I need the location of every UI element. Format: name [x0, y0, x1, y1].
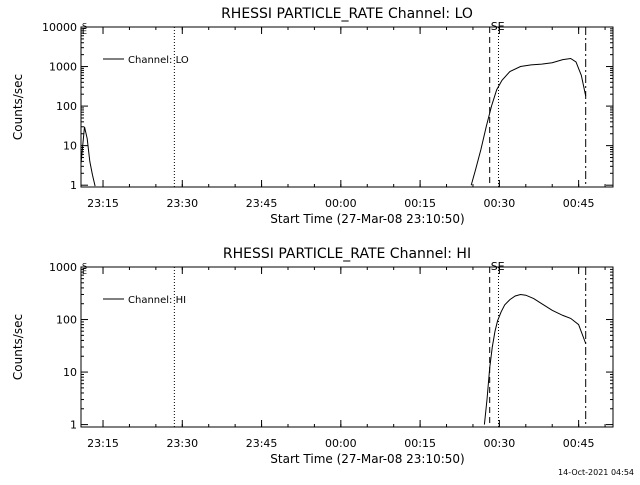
legend-label: Channel: LO: [128, 55, 189, 66]
x-tick-label: 00:30: [484, 197, 516, 210]
series-line-0: [81, 57, 587, 187]
x-tick-label: 23:45: [246, 197, 278, 210]
x-tick-label: 00:00: [325, 197, 357, 210]
plot-frame: [80, 266, 614, 428]
x-tick-label: 00:30: [484, 437, 516, 450]
chart-title: RHESSI PARTICLE_RATE Channel: HI: [223, 246, 471, 262]
x-tick-label: 00:00: [325, 437, 357, 450]
y-axis-label: Counts/sec: [11, 74, 25, 140]
x-tick-label: 23:15: [87, 437, 119, 450]
x-tick-label: 23:15: [87, 197, 119, 210]
annotation-label: E: [82, 267, 87, 276]
chart-title: RHESSI PARTICLE_RATE Channel: LO: [221, 6, 473, 22]
y-axis-label: Counts/sec: [11, 314, 25, 380]
footer-timestamp: 14-Oct-2021 04:54: [558, 468, 634, 477]
y-tick-label: 100: [56, 314, 77, 327]
y-tick-label: 10: [63, 140, 77, 153]
y-tick-label: 100: [56, 100, 77, 113]
x-tick-label: 23:30: [166, 437, 198, 450]
x-tick-label: 00:45: [563, 437, 595, 450]
y-tick-label: 1000: [49, 61, 77, 74]
y-tick-label: 1000: [49, 261, 77, 274]
x-axis-label: Start Time (27-Mar-08 23:10:50): [270, 212, 464, 226]
legend-label: Channel: HI: [128, 295, 186, 306]
x-tick-label: 00:45: [563, 197, 595, 210]
x-tick-label: 23:30: [166, 197, 198, 210]
x-tick-label: 00:15: [404, 437, 436, 450]
annotation-label: SE: [491, 260, 505, 273]
series-line-1: [483, 293, 587, 425]
x-tick-label: 23:45: [246, 437, 278, 450]
annotation-label: S: [82, 262, 87, 271]
y-tick-label: 10000: [42, 21, 77, 34]
annotation-label: S: [82, 22, 87, 31]
y-tick-label: 10: [63, 366, 77, 379]
annotation-label: E: [82, 27, 87, 36]
y-tick-label: 1: [70, 179, 77, 192]
y-tick-label: 1: [70, 419, 77, 432]
plot-frame: [80, 26, 614, 188]
x-tick-label: 00:15: [404, 197, 436, 210]
x-axis-label: Start Time (27-Mar-08 23:10:50): [270, 452, 464, 466]
annotation-label: SE: [491, 20, 505, 33]
